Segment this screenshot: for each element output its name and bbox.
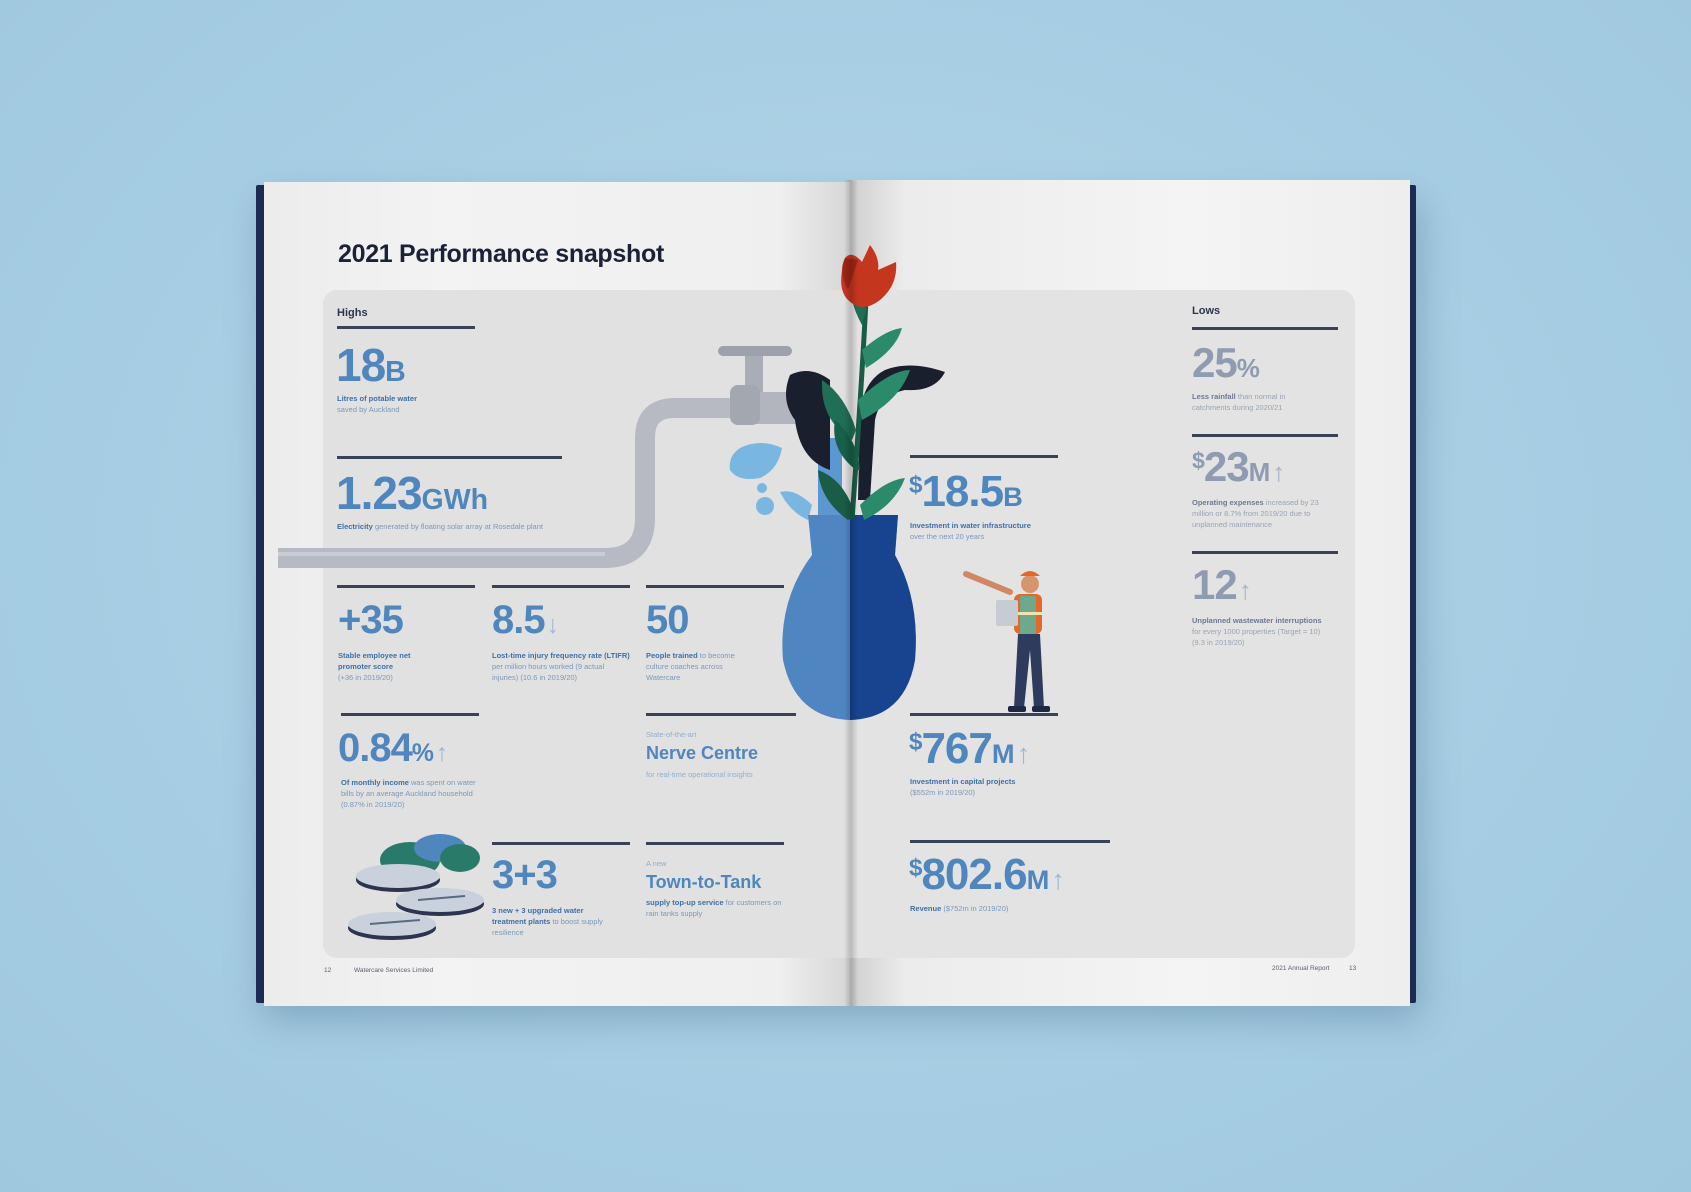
stat-coaches: 50 [646, 598, 689, 642]
stat-rainfall: 25% [1192, 339, 1260, 386]
stat-interruptions: 12↑ [1192, 561, 1252, 608]
stat-water-saved: 18B [336, 339, 406, 391]
nerve-pre: State-of-the-art [646, 730, 697, 739]
divider [646, 585, 784, 588]
divider [910, 455, 1058, 458]
divider [337, 585, 475, 588]
stat-electricity: 1.23GWh [336, 467, 489, 519]
right-panel [850, 290, 1355, 958]
divider [646, 842, 784, 845]
book-gutter [844, 180, 858, 1006]
stat-capital-caption: Investment in capital projects ($552m in … [910, 777, 1016, 797]
stat-revenue-caption: Revenue ($752m in 2019/20) [910, 904, 1009, 913]
stat-water-caption: Litres of potable water saved by Auckland [337, 394, 418, 414]
flower-illustration [818, 245, 910, 521]
page-title: 2021 Performance snapshot [338, 240, 664, 268]
divider [646, 713, 796, 716]
stat-revenue: $802.6M↑ [909, 850, 1065, 899]
nerve-centre-title: Nerve Centre [646, 743, 759, 763]
divider [341, 713, 479, 716]
divider [1192, 551, 1338, 554]
stat-ltifr: 8.5↓ [492, 598, 559, 642]
divider [337, 326, 475, 329]
dark-leaves-illustration [786, 371, 830, 470]
stat-nps: +35 [338, 598, 404, 642]
treatment-plants-illustration [348, 834, 484, 940]
divider [910, 840, 1110, 843]
stat-capital: $767M↑ [909, 724, 1030, 773]
stat-plants-caption: 3 new + 3 upgraded water treatment plant… [492, 906, 603, 937]
stat-opex: $23M↑ [1192, 443, 1285, 490]
stat-interruptions-caption: Unplanned wastewater interruptions for e… [1192, 616, 1322, 647]
pipe-illustration [278, 398, 740, 568]
stat-electricity-caption: Electricity generated by floating solar … [337, 522, 543, 531]
stat-infrastructure-caption: Investment in water infrastructure over t… [910, 521, 1031, 541]
vase-illustration [782, 515, 916, 720]
right-page-number: 13 [1349, 965, 1357, 972]
lows-label: Lows [1192, 305, 1221, 317]
tank-caption: supply top-up service for customers on r… [646, 898, 782, 918]
stat-income: 0.84%↑ [338, 726, 448, 770]
left-footer-text: Watercare Services Limited [354, 967, 434, 974]
divider [492, 842, 630, 845]
divider [337, 456, 562, 459]
worker-illustration [963, 571, 1050, 712]
tank-pre: A new [646, 859, 667, 868]
stat-coaches-caption: People trained to become culture coaches… [646, 651, 735, 682]
stat-infrastructure: $18.5B [909, 467, 1023, 516]
stat-income-caption: Of monthly income was spent on water bil… [341, 778, 476, 809]
stat-nps-caption: Stable employee net promoter score (+36 i… [338, 651, 411, 682]
right-footer-text: 2021 Annual Report [1272, 965, 1330, 972]
divider [1192, 434, 1338, 437]
town-to-tank-title: Town-to-Tank [646, 872, 762, 892]
divider [492, 585, 630, 588]
divider [910, 713, 1058, 716]
stat-plants: 3+3 [492, 853, 558, 897]
left-page-number: 12 [324, 967, 332, 974]
stat-rainfall-caption: Less rainfall than normal in catchments … [1192, 392, 1286, 412]
nerve-caption: for real-time operational insights [646, 770, 753, 779]
highs-label: Highs [337, 307, 368, 319]
stat-ltifr-caption: Lost-time injury frequency rate (LTIFR) … [492, 651, 630, 682]
divider [1192, 327, 1338, 330]
stat-opex-caption: Operating expenses increased by 23 milli… [1192, 498, 1319, 529]
